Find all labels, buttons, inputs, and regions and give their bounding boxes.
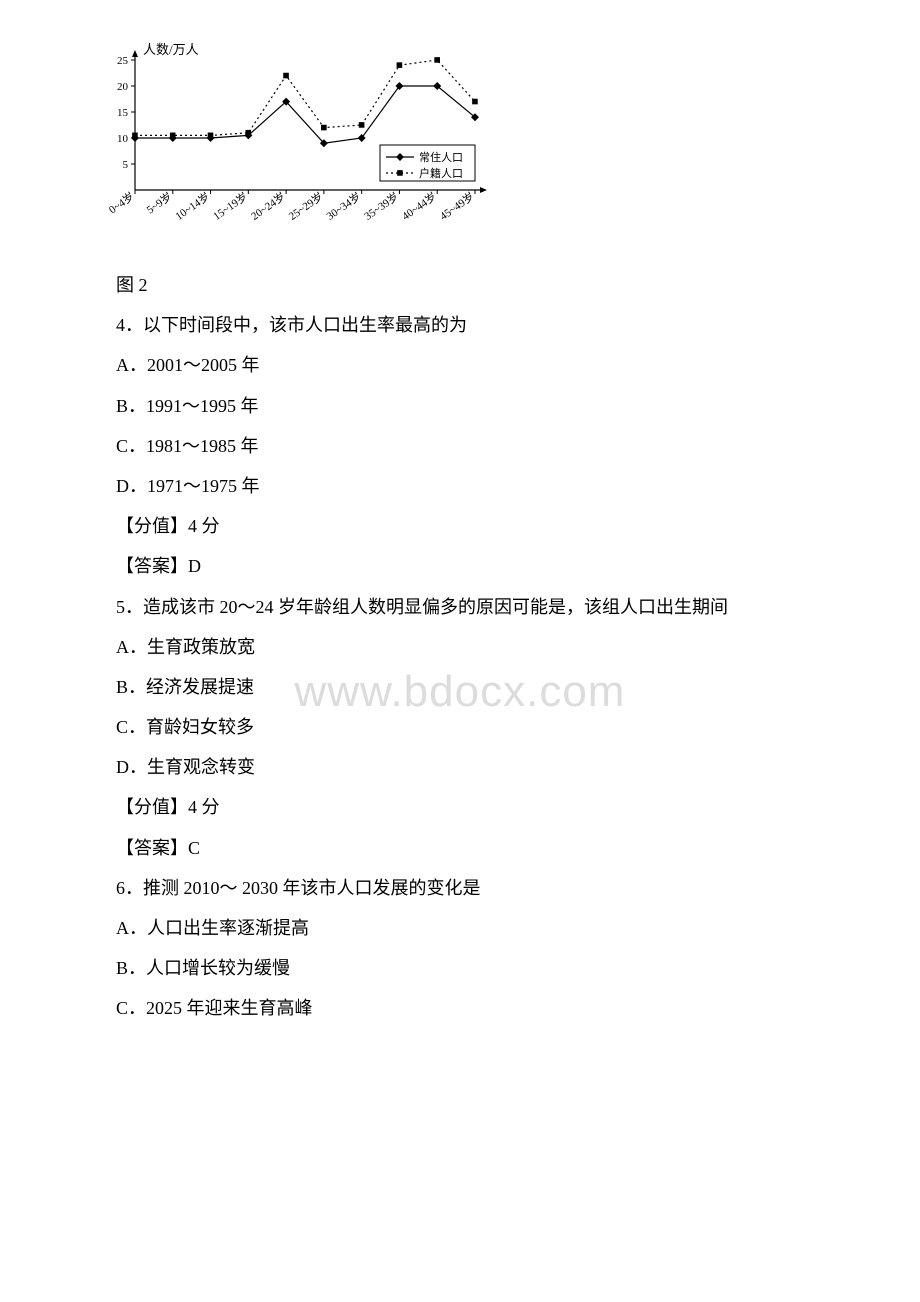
svg-text:0~4岁: 0~4岁	[106, 189, 137, 217]
q5-option-a: A．生育政策放宽	[80, 630, 840, 664]
population-chart: 人数/万人 5 10 15 20 25 0~4岁5~9岁10~14岁15~19岁20~24岁…	[80, 40, 840, 260]
svg-text:10: 10	[117, 133, 129, 145]
svg-text:35~39岁: 35~39岁	[361, 189, 401, 223]
q5-stem: 5．造成该市 20～24 岁年龄组人数明显偏多的原因可能是，该组人口出生期间	[80, 590, 840, 624]
svg-text:常住人口: 常住人口	[419, 150, 463, 164]
q5-option-c: C．育龄妇女较多	[80, 710, 840, 744]
q4-option-d: D．1971～1975 年	[80, 469, 840, 503]
svg-text:人数/万人: 人数/万人	[143, 42, 199, 57]
svg-text:40~44岁: 40~44岁	[399, 189, 439, 223]
svg-text:20: 20	[117, 81, 129, 93]
svg-text:5: 5	[123, 159, 129, 171]
q4-option-a: A．2001～2005 年	[80, 348, 840, 382]
svg-text:15~19岁: 15~19岁	[210, 189, 250, 223]
svg-text:45~49岁: 45~49岁	[437, 189, 477, 223]
q6-option-a: A．人口出生率逐渐提高	[80, 911, 840, 945]
q6-stem: 6．推测 2010～ 2030 年该市人口发展的变化是	[80, 871, 840, 905]
q6-option-c: C．2025 年迎来生育高峰	[80, 991, 840, 1025]
q4-answer: 【答案】D	[80, 549, 840, 583]
q4-score: 【分值】4 分	[80, 509, 840, 543]
svg-text:5~9岁: 5~9岁	[144, 189, 175, 217]
svg-text:30~34岁: 30~34岁	[323, 189, 363, 223]
q5-score: 【分值】4 分	[80, 790, 840, 824]
q4-stem: 4．以下时间段中，该市人口出生率最高的为	[80, 308, 840, 342]
svg-text:25~29岁: 25~29岁	[286, 189, 326, 223]
svg-text:20~24岁: 20~24岁	[248, 189, 288, 223]
svg-text:25: 25	[117, 55, 129, 67]
q4-option-c: C．1981～1985 年	[80, 429, 840, 463]
q6-option-b: B．人口增长较为缓慢	[80, 951, 840, 985]
q4-option-b: B．1991～1995 年	[80, 389, 840, 423]
q5-answer: 【答案】C	[80, 831, 840, 865]
svg-text:户籍人口: 户籍人口	[419, 166, 463, 180]
svg-text:10~14岁: 10~14岁	[172, 189, 212, 223]
q5-option-b: B．经济发展提速	[80, 670, 840, 704]
q5-option-d: D．生育观念转变	[80, 750, 840, 784]
svg-text:15: 15	[117, 107, 129, 119]
figure-label: 图 2	[80, 268, 840, 302]
